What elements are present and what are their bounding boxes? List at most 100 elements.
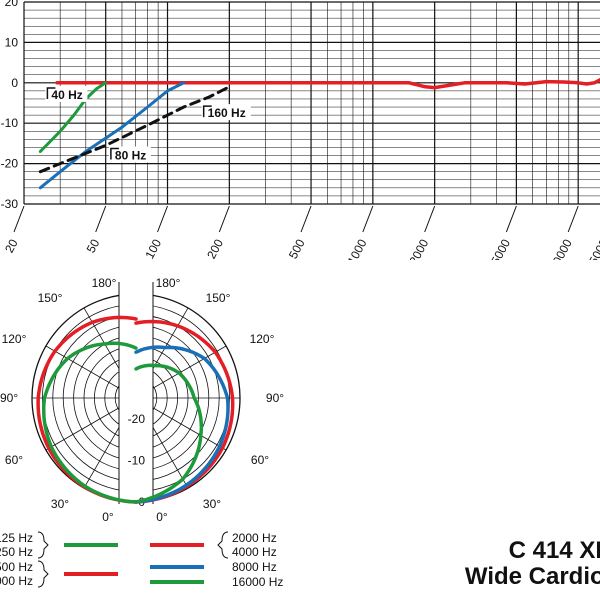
legend-brace (37, 531, 49, 559)
polar-curve-left-125-1000hz (36, 315, 138, 504)
polar-angle-label: 90° (266, 391, 284, 405)
x-tick-mark (95, 205, 107, 233)
polar-angle-label: 90° (0, 391, 18, 405)
x-tick-mark (300, 205, 312, 233)
y-tick-label: -30 (1, 197, 19, 211)
polar-db-label: 0 (138, 495, 145, 509)
response-curve-flat (55, 77, 600, 90)
x-tick-label: 1000 (345, 237, 370, 260)
polar-ring (125, 387, 147, 409)
polar-angle-label: 60° (251, 453, 269, 467)
polar-curve-right-16000hz (134, 363, 204, 504)
filter-corner-icon (46, 87, 56, 99)
y-tick-label: 0 (11, 76, 18, 90)
polar-ring (52, 314, 220, 482)
polar-curve-left-125-250hz (41, 341, 138, 504)
legend-label: 1000 Hz (0, 574, 33, 588)
x-tick-label: 10000 (547, 237, 575, 260)
x-tick-mark (505, 205, 517, 233)
polar-curve-right-2000-4000hz (134, 319, 235, 504)
polar-spoke (135, 307, 189, 399)
y-tick-label: -20 (1, 157, 19, 171)
polar-angle-label: 180° (156, 276, 181, 290)
polar-grid (31, 293, 241, 503)
filter-label: 80 Hz (108, 146, 151, 163)
legend-label: 125 Hz (0, 531, 33, 545)
polar-angle-label: 30° (203, 497, 221, 511)
polar-angle-label: 120° (250, 332, 275, 346)
response-curve-40hz (38, 81, 108, 153)
legend-group-right: 8000 Hz (150, 560, 277, 574)
polar-angle-label: 30° (51, 497, 69, 511)
legend-brace (37, 560, 49, 588)
polar-angle-label: 120° (2, 332, 27, 346)
polar-ring (114, 376, 158, 420)
y-tick-label: 20 (5, 0, 19, 9)
polar-angle-label: 0° (102, 510, 114, 524)
polar-curve-right-8000hz (134, 345, 230, 504)
polar-ring (62, 324, 210, 472)
legend-label: 16000 Hz (232, 575, 283, 589)
freq-series (38, 77, 600, 190)
polar-angle-label: 150° (38, 291, 63, 305)
polar-ring (73, 335, 199, 461)
response-curve-80hz (38, 81, 186, 190)
y-tick-label: 10 (5, 35, 19, 49)
x-tick-label: 50 (84, 237, 103, 256)
legend-label: 250 Hz (0, 545, 33, 559)
polar-series (36, 315, 235, 504)
x-tick-label: 200 (204, 237, 226, 260)
response-curve-160hz (38, 85, 231, 174)
x-tick-label: 20 (2, 237, 21, 256)
freq-grid (23, 1, 600, 205)
polar-spoke (45, 397, 137, 451)
polar-center-gap (119, 282, 153, 514)
polar-angle-label: 150° (206, 291, 231, 305)
polar-ring (94, 355, 178, 440)
polar-spoke (45, 345, 137, 399)
legend-label: 2000 Hz (232, 531, 277, 545)
filter-label-bg (45, 85, 88, 102)
filter-corner-icon (202, 105, 212, 118)
polar-db-label: -20 (128, 412, 146, 426)
x-tick-mark (218, 205, 230, 233)
polar-angle-label: 0° (156, 510, 168, 524)
polar-spoke (83, 307, 137, 399)
x-tick-mark (424, 205, 436, 233)
x-tick-mark (362, 205, 374, 233)
legend-brace (217, 531, 229, 559)
polar-ring (104, 366, 168, 430)
x-tick-label: 2000 (406, 237, 431, 260)
polar-spoke (135, 345, 227, 399)
x-tick-mark (157, 205, 168, 233)
polar-spoke (135, 397, 189, 489)
filter-label: 40 Hz (45, 85, 88, 102)
legend-group-left: 125 Hz250 Hz (0, 531, 118, 559)
filter-label: 160 Hz (201, 104, 251, 121)
polar-angle-label: 60° (5, 453, 23, 467)
legend-label: 500 Hz (0, 560, 33, 574)
polar-ring (83, 345, 189, 451)
filter-label-text: 40 Hz (51, 88, 82, 102)
filter-label-text: 80 Hz (115, 149, 146, 163)
polar-db-label: -10 (128, 453, 146, 467)
filter-label-bg (201, 104, 251, 121)
title-line-2: Wide Cardioid (464, 563, 600, 590)
legend-group-left: 500 Hz1000 Hz (0, 560, 118, 588)
legend-group-right: 16000 Hz (150, 575, 283, 589)
title-line-1: C 414 XLS (508, 538, 600, 564)
y-tick-label: -10 (1, 116, 19, 130)
filter-label-bg (108, 146, 151, 163)
legend-label: 4000 Hz (232, 545, 277, 559)
x-tick-label: 5000 (488, 237, 513, 260)
model-title: C 414 XLS Wide Cardioid (400, 538, 600, 590)
x-tick-label: 500 (286, 237, 308, 260)
polar-spoke (83, 397, 137, 489)
filter-label-text: 160 Hz (208, 106, 246, 120)
x-tick-label: 100 (142, 237, 164, 260)
polar-ring (31, 293, 241, 503)
x-tick-mark (567, 205, 579, 233)
